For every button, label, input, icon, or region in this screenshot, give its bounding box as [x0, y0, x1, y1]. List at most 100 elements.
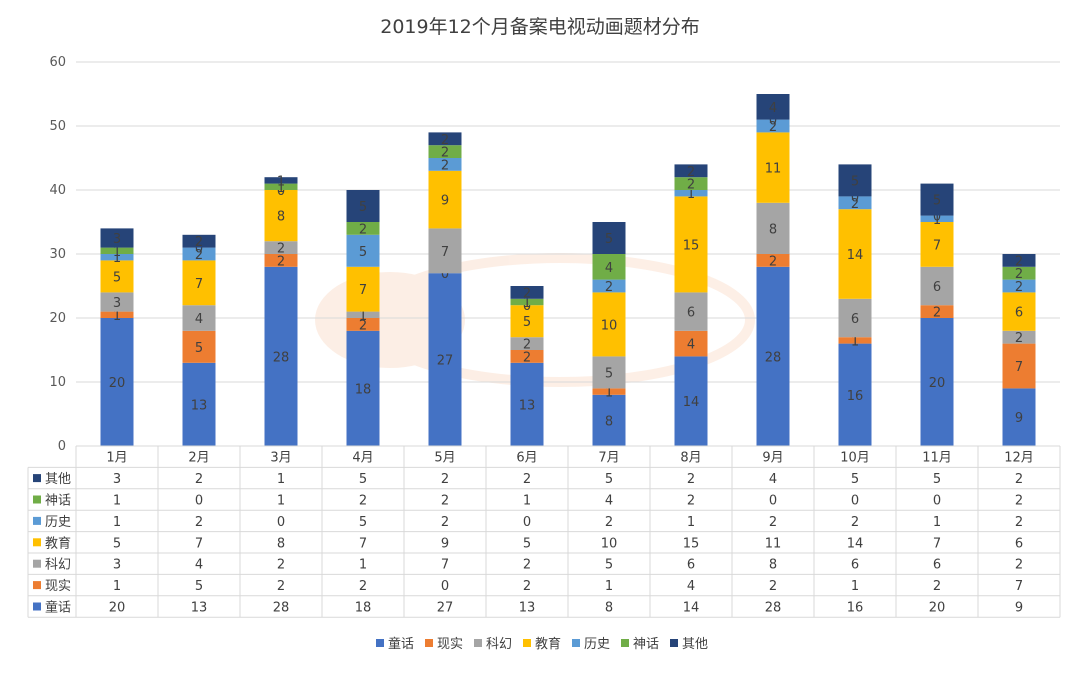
bar-segment [674, 356, 708, 446]
bar-segment [838, 337, 872, 344]
bar-data-label: 1 [113, 251, 121, 266]
y-tick-label: 20 [49, 311, 66, 326]
bar-segment [100, 318, 134, 446]
bar-segment [510, 362, 544, 446]
bar-segment [920, 318, 954, 446]
table-series-name: 教育 [45, 535, 71, 551]
bar-data-label: 2 [277, 254, 285, 269]
table-cell: 20 [929, 601, 946, 616]
bar-segment [920, 305, 954, 318]
table-legend-key [33, 516, 41, 525]
table-cell: 8 [605, 601, 613, 616]
table-cell: 0 [441, 579, 449, 594]
table-series-name: 其他 [45, 472, 71, 487]
bar-data-label: 6 [851, 312, 859, 327]
bar-segment [264, 183, 298, 190]
table-cell: 9 [1015, 601, 1023, 616]
bar-data-label: 2 [933, 306, 941, 321]
bar-segment [674, 164, 708, 178]
bar-segment [920, 215, 954, 222]
bar-segment [510, 298, 544, 306]
bar-data-label: 7 [359, 283, 367, 298]
table-cell: 1 [933, 515, 941, 530]
bar-data-label: 9 [1015, 411, 1023, 426]
bar-data-label: 18 [355, 382, 372, 397]
bar-data-label: 2 [1015, 280, 1023, 295]
bar-data-label: 3 [113, 296, 121, 311]
y-tick-label: 40 [49, 183, 66, 198]
table-series-name: 科幻 [45, 558, 71, 573]
bar-data-label: 6 [687, 306, 695, 321]
table-cell: 0 [769, 494, 777, 509]
table-cell: 1 [113, 515, 121, 530]
bar-segment [920, 183, 954, 216]
table-cell: 7 [195, 536, 203, 551]
bar-segment [674, 177, 708, 190]
bar-segment [100, 247, 134, 254]
bar-segment [510, 286, 544, 299]
bar-data-label: 4 [769, 101, 777, 116]
table-cell: 2 [441, 494, 449, 509]
bar-segment [428, 158, 462, 171]
bar-segment [592, 279, 626, 293]
bar-segment [428, 273, 462, 446]
table-cell: 2 [523, 579, 531, 594]
x-category-label: 8月 [680, 451, 701, 466]
legend-swatch [572, 639, 580, 647]
table-cell: 2 [359, 579, 367, 594]
bar-segment [920, 222, 954, 267]
bar-data-label: 4 [605, 261, 613, 276]
bar-segment [1002, 279, 1036, 293]
bar-data-label: 5 [359, 245, 367, 260]
legend-swatch [474, 639, 482, 647]
bar-segment [510, 305, 544, 338]
table-cell: 3 [113, 558, 121, 573]
bar-segment [346, 330, 380, 446]
bar-segment [592, 254, 626, 280]
table-cell: 1 [277, 494, 285, 509]
bar-data-label: 1 [277, 174, 285, 189]
table-cell: 13 [191, 601, 208, 616]
x-category-label: 12月 [1004, 451, 1034, 466]
bar-segment [510, 350, 544, 363]
bar-data-label: 1 [359, 309, 367, 324]
bar-data-label: 2 [195, 235, 203, 250]
table-cell: 4 [195, 558, 203, 573]
table-cell: 7 [933, 536, 941, 551]
table-cell: 5 [851, 472, 859, 487]
bar-segment [756, 254, 790, 267]
table-cell: 28 [273, 601, 290, 616]
bar-data-label: 5 [605, 232, 613, 247]
bar-data-label: 0 [933, 210, 941, 225]
x-category-label: 11月 [922, 451, 952, 466]
bar-data-label: 1 [605, 386, 613, 401]
table-cell: 7 [441, 558, 449, 573]
bar-data-label: 2 [851, 197, 859, 212]
table-legend-key [33, 495, 41, 504]
bar-data-label: 2 [687, 165, 695, 180]
x-category-label: 1月 [106, 451, 127, 466]
bar-data-label: 0 [195, 242, 203, 257]
bar-segment [264, 177, 298, 184]
bar-segment [100, 260, 134, 293]
bar-segment [592, 388, 626, 395]
table-cell: 10 [601, 536, 618, 551]
bar-data-label: 14 [683, 395, 700, 410]
table-cell: 2 [687, 494, 695, 509]
bar-segment [264, 190, 298, 242]
legend-label: 历史 [584, 637, 610, 652]
x-category-label: 10月 [840, 451, 870, 466]
table-series-name: 神话 [45, 494, 71, 509]
table-series-name: 历史 [45, 515, 71, 530]
legend-label: 科幻 [486, 637, 512, 652]
table-cell: 5 [523, 536, 531, 551]
legend-label: 神话 [633, 637, 659, 652]
table-legend-key [33, 581, 41, 590]
bar-segment [1002, 254, 1036, 267]
bar-segment [674, 190, 708, 197]
bar-segment [346, 234, 380, 267]
bar-data-label: 14 [847, 248, 864, 263]
table-cell: 2 [769, 515, 777, 530]
bar-segment [920, 266, 954, 306]
